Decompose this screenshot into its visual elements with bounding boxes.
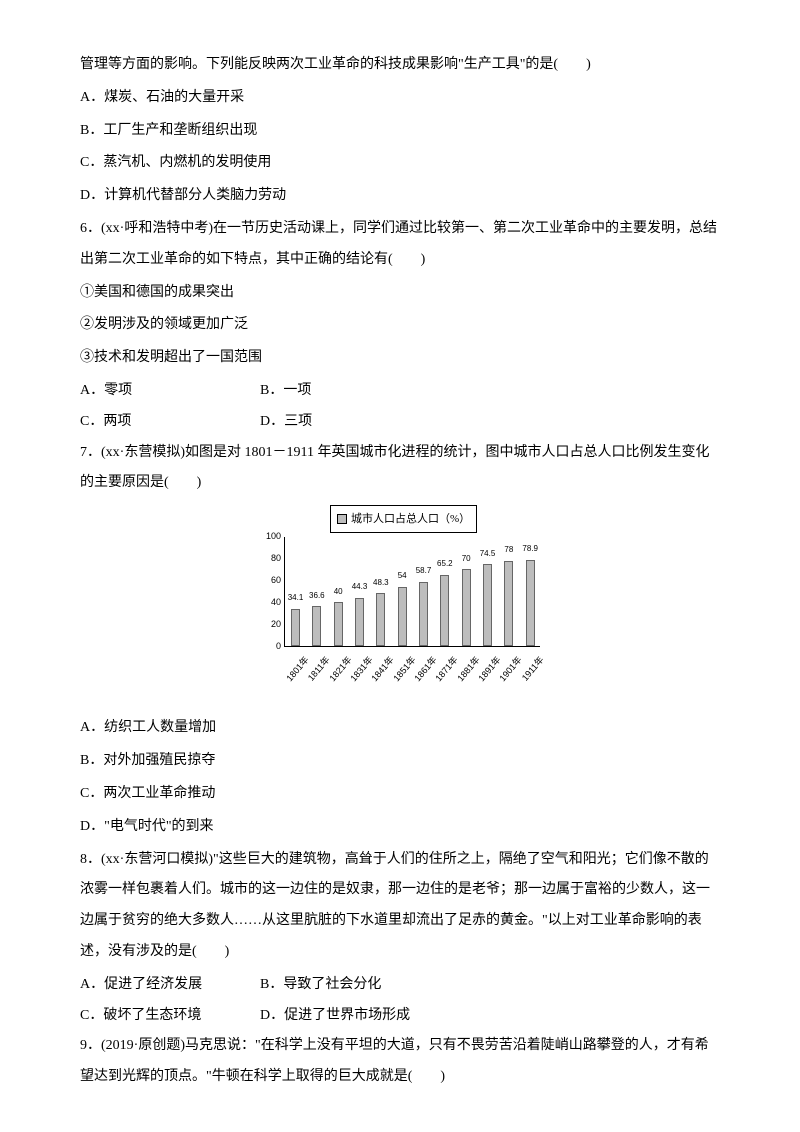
chart-bar: [483, 564, 492, 646]
chart-bar: [355, 598, 364, 647]
chart-bar-label: 65.2: [437, 555, 453, 573]
chart-ytick: 20: [261, 614, 281, 634]
chart-bar-label: 48.3: [373, 574, 389, 592]
q7-chart-container: 城市人口占总人口（%） 02040608010034.11801年36.6181…: [80, 505, 720, 703]
q6-option-d: D．三项: [260, 407, 440, 438]
q6-options-row-2: C．两项 D．三项: [80, 407, 720, 438]
chart-bar-label: 36.6: [309, 587, 325, 605]
q7-option-a: A．纺织工人数量增加: [80, 713, 720, 744]
q7-chart: 城市人口占总人口（%） 02040608010034.11801年36.6181…: [260, 505, 540, 703]
chart-bar: [440, 575, 449, 647]
q6-option-c: C．两项: [80, 407, 260, 438]
chart-ytick: 0: [261, 636, 281, 656]
q8-option-c: C．破坏了生态环境: [80, 1001, 260, 1032]
q7-option-c: C．两次工业革命推动: [80, 779, 720, 810]
chart-bar-label: 74.5: [480, 545, 496, 563]
q5-option-d: D．计算机代替部分人类脑力劳动: [80, 181, 720, 212]
q6-option-b: B．一项: [260, 376, 440, 407]
chart-bar: [376, 593, 385, 646]
chart-bar-label: 54: [398, 567, 407, 585]
chart-bar: [312, 606, 321, 646]
chart-bar: [504, 561, 513, 647]
q8-option-d: D．促进了世界市场形成: [260, 1001, 440, 1032]
chart-ytick: 80: [261, 548, 281, 568]
chart-bar: [398, 587, 407, 646]
q6-statement-2: ②发明涉及的领域更加广泛: [80, 310, 720, 341]
q5-option-a: A．煤炭、石油的大量开采: [80, 83, 720, 114]
chart-bar: [291, 609, 300, 647]
chart-bar: [419, 582, 428, 647]
chart-bar: [526, 560, 535, 647]
chart-bar: [334, 602, 343, 646]
q6-statement-1: ①美国和德国的成果突出: [80, 278, 720, 309]
chart-bar-label: 40: [334, 583, 343, 601]
q8-option-a: A．促进了经济发展: [80, 970, 260, 1001]
chart-bar: [462, 569, 471, 646]
chart-ytick: 100: [261, 526, 281, 546]
q5-stem-cont: 管理等方面的影响。下列能反映两次工业革命的科技成果影响"生产工具"的是( ): [80, 50, 720, 81]
chart-bar-label: 70: [462, 550, 471, 568]
q7-option-b: B．对外加强殖民掠夺: [80, 746, 720, 777]
q6-statement-3: ③技术和发明超出了一国范围: [80, 343, 720, 374]
q8-options-row-1: A．促进了经济发展 B．导致了社会分化: [80, 970, 720, 1001]
q7-stem: 7．(xx·东营模拟)如图是对 1801－1911 年英国城市化进程的统计，图中…: [80, 438, 720, 500]
q9-stem: 9．(2019·原创题)马克思说："在科学上没有平坦的大道，只有不畏劳苦沿着陡峭…: [80, 1031, 720, 1093]
q5-option-b: B．工厂生产和垄断组织出现: [80, 116, 720, 147]
chart-ytick: 60: [261, 570, 281, 590]
q6-option-a: A．零项: [80, 376, 260, 407]
chart-bar-label: 34.1: [288, 589, 304, 607]
chart-bar-label: 58.7: [416, 562, 432, 580]
q8-option-b: B．导致了社会分化: [260, 970, 440, 1001]
q7-option-d: D．"电气时代"的到来: [80, 812, 720, 843]
chart-ytick: 40: [261, 592, 281, 612]
chart-bar-label: 78.9: [522, 540, 538, 558]
q8-options-row-2: C．破坏了生态环境 D．促进了世界市场形成: [80, 1001, 720, 1032]
chart-bar-label: 78: [504, 541, 513, 559]
q5-option-c: C．蒸汽机、内燃机的发明使用: [80, 148, 720, 179]
chart-plot-area: 02040608010034.11801年36.61811年401821年44.…: [284, 537, 540, 647]
legend-text: 城市人口占总人口（%）: [351, 507, 470, 531]
q6-options-row-1: A．零项 B．一项: [80, 376, 720, 407]
q8-stem: 8．(xx·东营河口模拟)"这些巨大的建筑物，高耸于人们的住所之上，隔绝了空气和…: [80, 845, 720, 968]
legend-swatch-icon: [337, 514, 347, 524]
chart-legend: 城市人口占总人口（%）: [330, 505, 477, 533]
chart-bar-label: 44.3: [352, 578, 368, 596]
q6-stem: 6．(xx·呼和浩特中考)在一节历史活动课上，同学们通过比较第一、第二次工业革命…: [80, 214, 720, 276]
